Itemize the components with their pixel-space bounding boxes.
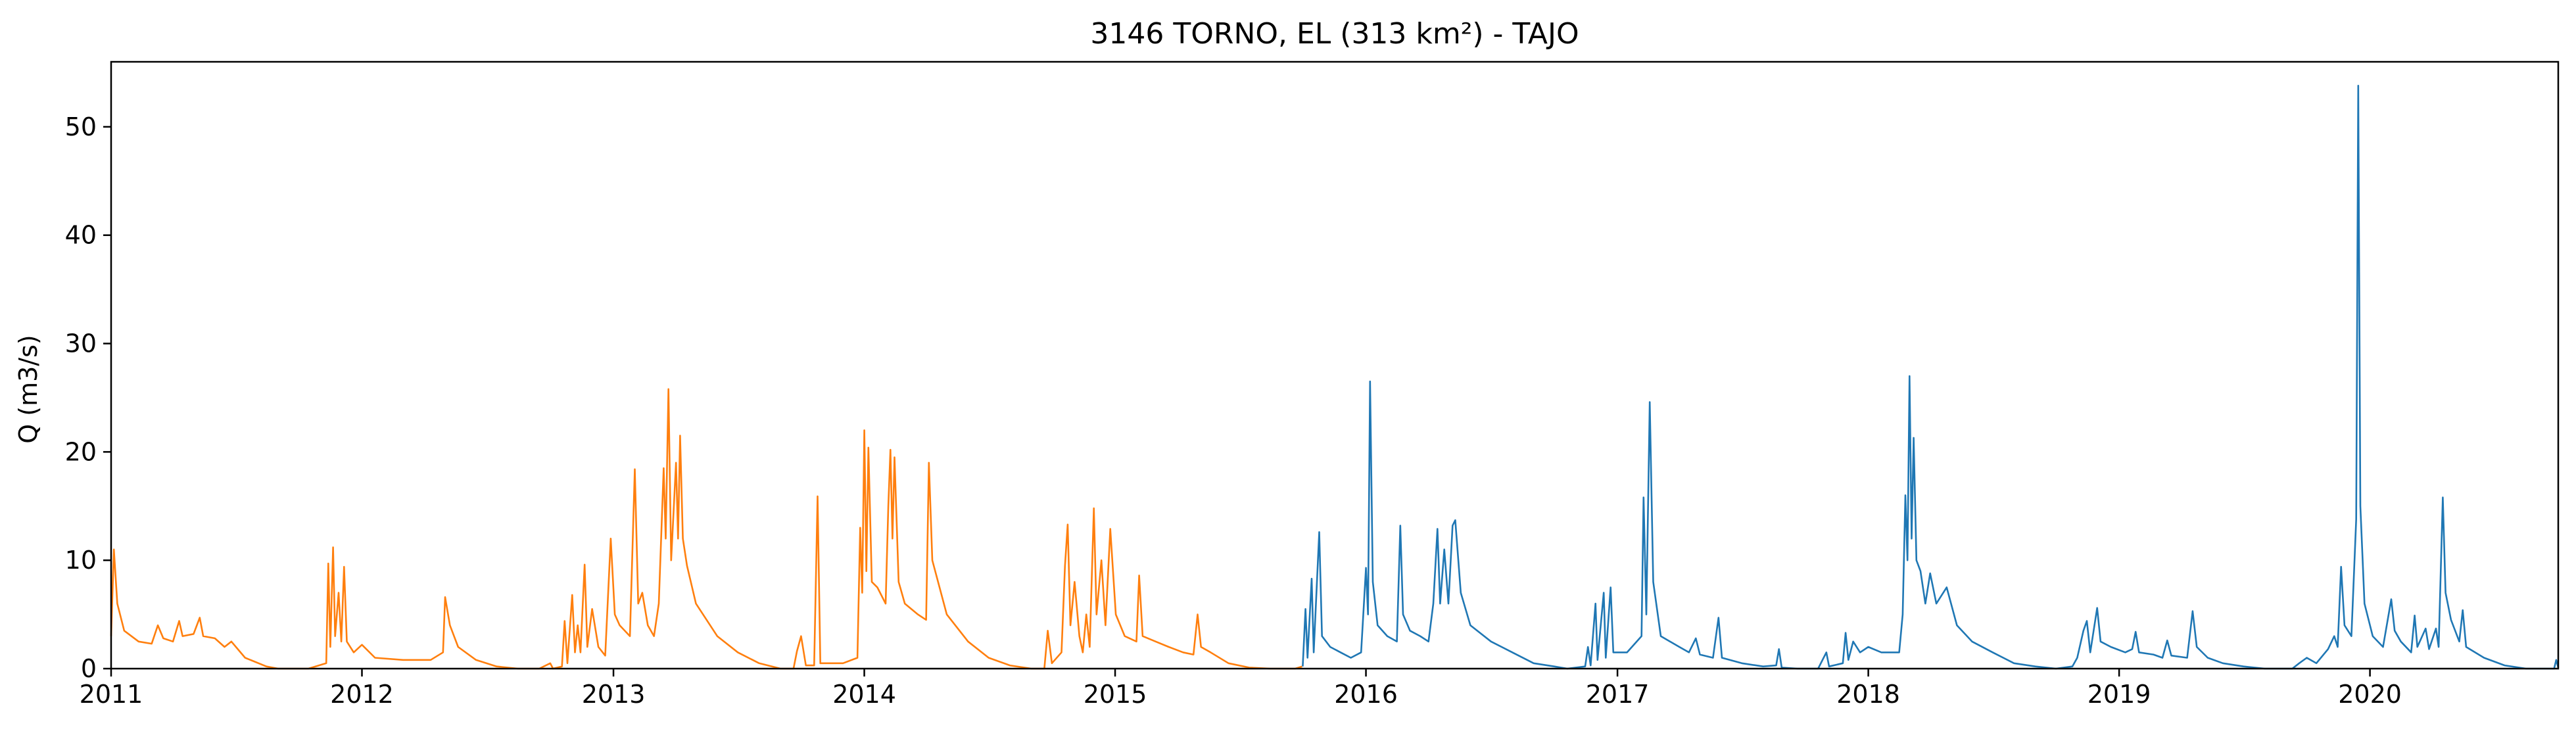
plot-frame xyxy=(110,60,2560,670)
plot-area xyxy=(110,85,2560,670)
x-tick-label: 2012 xyxy=(330,680,394,709)
chart-title: 3146 TORNO, EL (313 km²) - TAJO xyxy=(1090,17,1579,51)
x-axis: 2011 2012 2013 2014 2015 2016 2017 2018 2019 2020 xyxy=(80,669,2402,709)
series-line-1 xyxy=(110,388,1302,670)
x-tick-label: 2011 xyxy=(80,680,143,709)
y-tick-label: 30 xyxy=(65,329,97,358)
y-tick-label: 40 xyxy=(65,221,97,250)
y-tick-label: 0 xyxy=(81,654,97,683)
y-tick-label: 20 xyxy=(65,437,97,466)
y-axis-label: Q (m3/s) xyxy=(14,335,43,443)
x-tick-label: 2013 xyxy=(582,680,646,709)
x-tick-label: 2015 xyxy=(1084,680,1147,709)
x-tick-label: 2019 xyxy=(2087,680,2151,709)
x-tick-label: 2014 xyxy=(832,680,896,709)
x-tick-label: 2020 xyxy=(2338,680,2402,709)
x-tick-label: 2018 xyxy=(1836,680,1900,709)
y-axis: 0 10 20 30 40 50 xyxy=(65,112,111,683)
y-tick-label: 10 xyxy=(65,546,97,575)
x-tick-label: 2016 xyxy=(1334,680,1398,709)
y-tick-label: 50 xyxy=(65,112,97,141)
x-tick-label: 2017 xyxy=(1586,680,1650,709)
series-line-2 xyxy=(1302,85,2560,670)
